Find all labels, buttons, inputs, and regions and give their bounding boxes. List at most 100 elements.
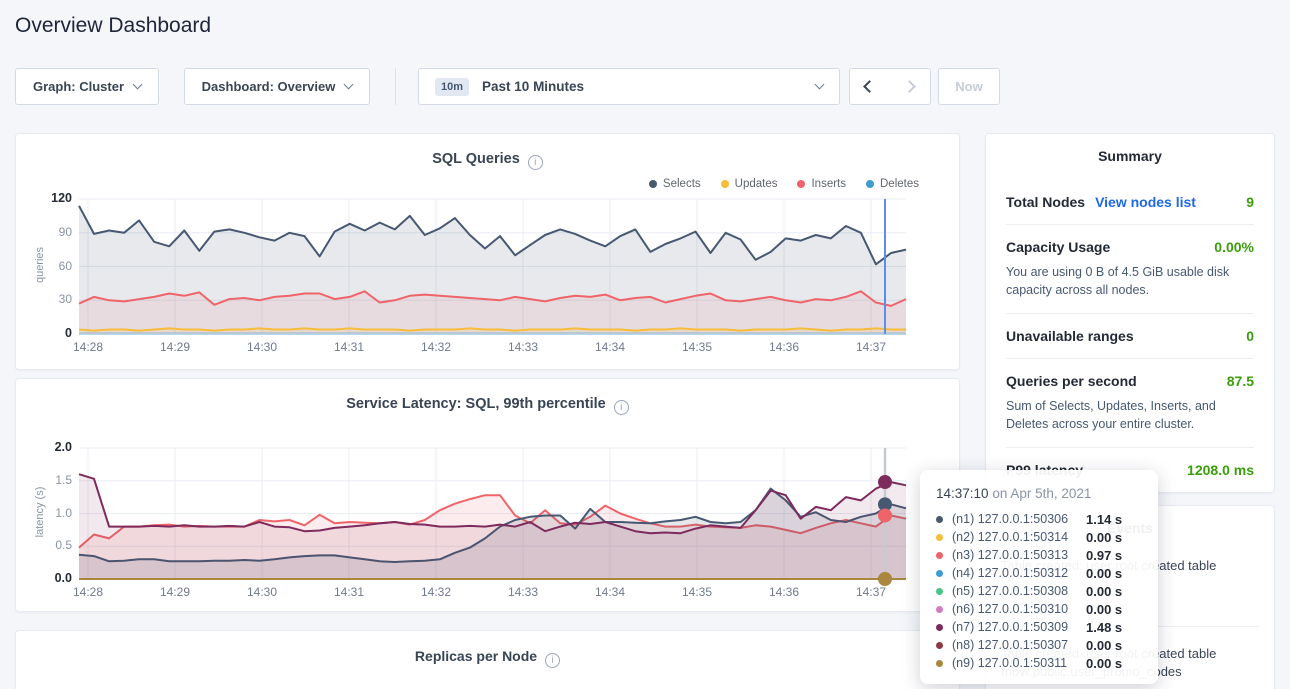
y-axis-tick-label: 60 <box>24 259 72 273</box>
chart-legend: Selects Updates Inserts Deletes <box>649 178 919 190</box>
capacity-usage-description: You are using 0 B of 4.5 GiB usable disk… <box>1006 263 1254 299</box>
divider <box>395 68 396 105</box>
service-latency-title: Service Latency: SQL, 99th percentile <box>346 396 606 412</box>
y-axis-unit-label: latency (s) <box>34 462 46 562</box>
x-axis-tick-label: 14:36 <box>754 340 814 354</box>
x-axis-tick-label: 14:29 <box>145 340 205 354</box>
tooltip-node-label: (n2) 127.0.0.1:50314 <box>952 530 1086 544</box>
tooltip-row: (n9) 127.0.0.1:503110.00 s <box>934 654 1144 672</box>
y-axis-tick-label: 90 <box>24 225 72 239</box>
chevron-down-icon <box>344 80 354 90</box>
x-axis-tick-label: 14:30 <box>232 340 292 354</box>
x-axis-tick-label: 14:35 <box>667 340 727 354</box>
x-axis-tick-label: 14:30 <box>232 585 292 599</box>
y-axis-tick-label: 1.5 <box>24 473 72 487</box>
next-time-button[interactable] <box>889 68 931 105</box>
page-title: Overview Dashboard <box>15 14 211 38</box>
tooltip-node-label: (n8) 127.0.0.1:50307 <box>952 638 1086 652</box>
legend-color-dot <box>866 180 874 188</box>
hover-value-dot <box>878 572 892 586</box>
chart-hover-tooltip: 14:37:10 on Apr 5th, 2021 (n1) 127.0.0.1… <box>920 470 1158 684</box>
series-color-dot <box>936 570 943 577</box>
legend-label: Selects <box>663 178 701 190</box>
info-icon[interactable]: i <box>614 400 629 415</box>
legend-label: Updates <box>735 178 778 190</box>
legend-item-selects[interactable]: Selects <box>649 178 701 190</box>
unavailable-ranges-label: Unavailable ranges <box>1006 328 1134 344</box>
y-axis-tick-label: 0.5 <box>24 538 72 552</box>
capacity-usage-label: Capacity Usage <box>1006 239 1110 255</box>
dashboard-selector-dropdown[interactable]: Dashboard: Overview <box>184 68 370 105</box>
x-axis-tick-label: 14:28 <box>58 585 118 599</box>
hover-value-dot <box>878 475 892 489</box>
hover-value-dot <box>878 508 892 522</box>
summary-row-unavailable-ranges: Unavailable ranges 0 <box>1006 314 1254 359</box>
chevron-left-icon <box>863 80 876 93</box>
y-axis-tick-label: 0 <box>24 326 72 340</box>
tooltip-row: (n7) 127.0.0.1:503091.48 s <box>934 618 1144 636</box>
tooltip-node-value: 1.14 s <box>1086 512 1122 527</box>
time-window-selector[interactable]: 10m Past 10 Minutes <box>418 68 840 105</box>
info-icon[interactable]: i <box>528 155 543 170</box>
chart-title: Service Latency: SQL, 99th percentile i <box>16 396 959 415</box>
x-axis-tick-label: 14:33 <box>493 340 553 354</box>
tooltip-row: (n3) 127.0.0.1:503130.97 s <box>934 546 1144 564</box>
service-latency-chart-panel: Service Latency: SQL, 99th percentile i 0… <box>15 378 960 612</box>
replicas-per-node-chart-panel: Replicas per Node i <box>15 630 960 689</box>
time-range-badge: 10m <box>435 78 469 96</box>
y-axis-unit-label: queries <box>34 215 46 315</box>
tooltip-date: on Apr 5th, 2021 <box>989 486 1092 501</box>
legend-label: Inserts <box>811 178 846 190</box>
qps-description: Sum of Selects, Updates, Inserts, and De… <box>1006 397 1254 433</box>
summary-row-capacity: Capacity Usage 0.00% You are using 0 B o… <box>1006 225 1254 314</box>
legend-item-updates[interactable]: Updates <box>721 178 778 190</box>
y-axis-tick-label: 2.0 <box>24 440 72 454</box>
tooltip-timestamp: 14:37:10 on Apr 5th, 2021 <box>936 486 1144 501</box>
series-color-dot <box>936 606 943 613</box>
prev-time-button[interactable] <box>849 68 890 105</box>
y-axis-tick-label: 0.0 <box>24 571 72 585</box>
tooltip-row: (n6) 127.0.0.1:503100.00 s <box>934 600 1144 618</box>
sql-queries-title: SQL Queries <box>432 151 520 167</box>
graph-selector-dropdown[interactable]: Graph: Cluster <box>15 68 159 105</box>
x-axis-tick-label: 14:35 <box>667 585 727 599</box>
x-axis-tick-label: 14:32 <box>406 340 466 354</box>
x-axis-tick-label: 14:31 <box>319 585 379 599</box>
summary-row-total-nodes: Total Nodes View nodes list 9 <box>1006 180 1254 225</box>
view-nodes-list-link[interactable]: View nodes list <box>1095 194 1196 210</box>
tooltip-node-label: (n3) 127.0.0.1:50313 <box>952 548 1086 562</box>
tooltip-node-value: 0.00 s <box>1086 530 1122 545</box>
unavailable-ranges-value: 0 <box>1246 328 1254 344</box>
legend-color-dot <box>721 180 729 188</box>
chevron-down-icon <box>815 80 825 90</box>
now-button[interactable]: Now <box>938 68 1000 105</box>
tooltip-row: (n2) 127.0.0.1:503140.00 s <box>934 528 1144 546</box>
summary-title: Summary <box>1006 148 1254 164</box>
tooltip-node-value: 0.00 s <box>1086 656 1122 671</box>
summary-row-qps: Queries per second 87.5 Sum of Selects, … <box>1006 359 1254 448</box>
latency-plot-area[interactable] <box>79 448 906 579</box>
replicas-per-node-title: Replicas per Node <box>415 648 537 664</box>
y-axis-tick-label: 30 <box>24 292 72 306</box>
tooltip-row: (n4) 127.0.0.1:503120.00 s <box>934 564 1144 582</box>
tooltip-node-value: 0.97 s <box>1086 548 1122 563</box>
x-axis-tick-label: 14:32 <box>406 585 466 599</box>
series-color-dot <box>936 534 943 541</box>
chevron-right-icon <box>903 80 916 93</box>
sql-plot-area[interactable] <box>79 199 906 334</box>
legend-item-deletes[interactable]: Deletes <box>866 178 919 190</box>
total-nodes-label: Total Nodes <box>1006 194 1085 210</box>
legend-item-inserts[interactable]: Inserts <box>797 178 846 190</box>
series-color-dot <box>936 516 943 523</box>
series-color-dot <box>936 624 943 631</box>
x-axis-tick-label: 14:33 <box>493 585 553 599</box>
tooltip-time: 14:37:10 <box>936 486 989 501</box>
y-axis-tick-label: 120 <box>24 191 72 205</box>
tooltip-node-label: (n9) 127.0.0.1:50311 <box>952 656 1086 670</box>
x-axis-tick-label: 14:37 <box>841 585 901 599</box>
info-icon[interactable]: i <box>545 653 560 668</box>
tooltip-node-label: (n4) 127.0.0.1:50312 <box>952 566 1086 580</box>
tooltip-node-label: (n7) 127.0.0.1:50309 <box>952 620 1086 634</box>
x-axis-tick-label: 14:29 <box>145 585 205 599</box>
now-button-label: Now <box>955 79 982 94</box>
